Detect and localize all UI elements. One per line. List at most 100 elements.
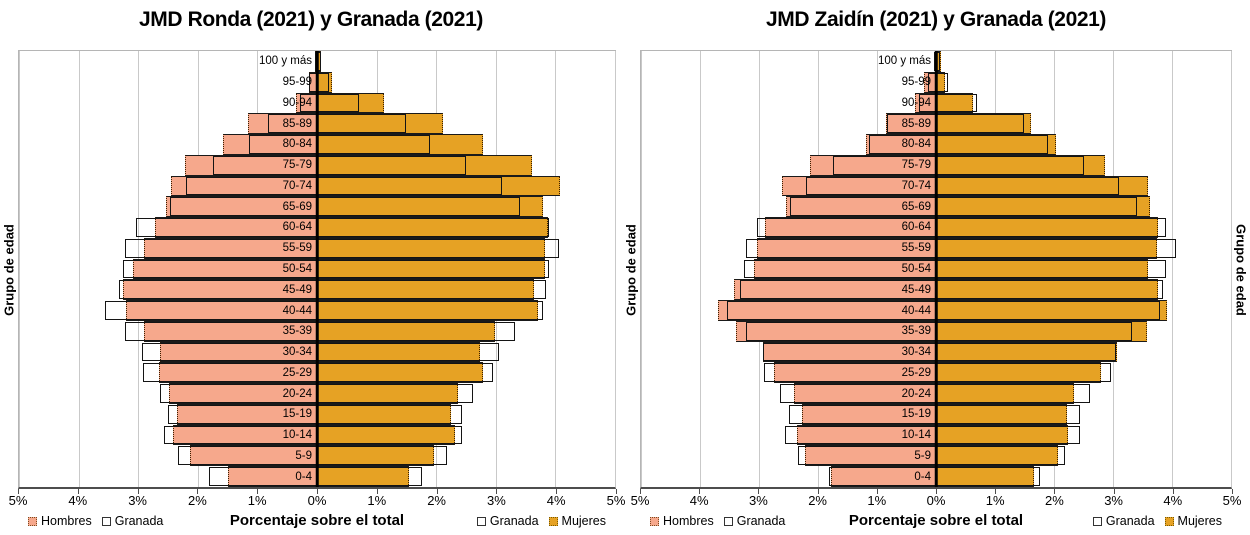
x-tick bbox=[936, 489, 937, 494]
x-tick bbox=[18, 489, 19, 494]
x-tick bbox=[1172, 489, 1174, 494]
bar-granada-mujeres bbox=[936, 342, 1116, 362]
age-row: 45-49 bbox=[19, 279, 615, 301]
bar-mujeres bbox=[936, 51, 941, 72]
bar-hombres bbox=[160, 341, 317, 363]
bar-hombres bbox=[802, 403, 936, 425]
x-axis-ticks: 5% 4% 3% 2% 1% 0% 1% 2% 3% 4% 5% bbox=[9, 489, 625, 509]
bar-mujeres bbox=[317, 279, 534, 301]
age-row: 10-14 bbox=[19, 424, 615, 446]
legend-item-hombres: Hombres bbox=[650, 514, 714, 528]
bar-mujeres bbox=[317, 341, 481, 363]
bar-hombres bbox=[144, 320, 317, 342]
bar-granada-mujeres bbox=[317, 404, 463, 424]
age-label: 65-69 bbox=[901, 200, 931, 213]
bar-mujeres bbox=[317, 92, 384, 114]
bar-granada-mujeres bbox=[936, 301, 1160, 320]
age-row: 50-54 bbox=[19, 258, 615, 280]
hombres-swatch-icon bbox=[28, 516, 37, 526]
bar-hombres bbox=[866, 134, 936, 155]
age-label: 30-34 bbox=[282, 346, 312, 359]
age-row: 90-94 bbox=[19, 92, 615, 114]
bar-mujeres bbox=[936, 196, 1151, 218]
bar-mujeres bbox=[936, 113, 1031, 135]
bar-hombres bbox=[168, 383, 317, 404]
age-row: 95-99 bbox=[641, 71, 1231, 93]
age-row: 75-79 bbox=[19, 154, 615, 176]
bar-mujeres bbox=[936, 258, 1149, 280]
age-row: 45-49 bbox=[641, 279, 1231, 301]
bar-granada-mujeres bbox=[317, 467, 423, 486]
bar-granada-mujeres bbox=[936, 176, 1119, 196]
bar-hombres bbox=[176, 403, 317, 425]
bar-hombres bbox=[809, 154, 936, 176]
age-label: 0-4 bbox=[295, 470, 312, 483]
bar-granada-mujeres bbox=[936, 446, 1065, 466]
bar-granada-mujeres bbox=[936, 155, 1084, 175]
x-tick bbox=[817, 489, 819, 494]
bar-mujeres bbox=[936, 362, 1101, 384]
y-axis-title-right: Grupo de edad bbox=[1233, 223, 1249, 316]
bar-granada-mujeres bbox=[317, 384, 473, 403]
age-row: 35-39 bbox=[19, 320, 615, 342]
legend-item-mujeres: Mujeres bbox=[1164, 514, 1222, 528]
bar-mujeres bbox=[317, 175, 561, 197]
age-label: 5-9 bbox=[295, 449, 312, 462]
legend-item-granada: Granada bbox=[723, 514, 785, 528]
age-row: 40-44 bbox=[641, 300, 1231, 321]
age-row: 15-19 bbox=[641, 403, 1231, 425]
x-tick-label: 4% bbox=[689, 493, 709, 508]
x-tick-label: 2% bbox=[427, 493, 446, 508]
legend-left: Hombres Granada bbox=[650, 514, 785, 528]
bar-hombres bbox=[753, 258, 936, 280]
pyramid-plot-zaidin: 0-4 5-9 10-14 15-19 20-24 25-29 30-34 35-39 40-4… bbox=[640, 50, 1232, 489]
age-label: 90-94 bbox=[901, 96, 931, 109]
bar-hombres bbox=[133, 258, 317, 280]
mujeres-swatch-icon bbox=[548, 516, 558, 526]
bar-granada-mujeres bbox=[936, 135, 1049, 154]
bar-granada-mujeres bbox=[936, 425, 1080, 445]
bar-mujeres bbox=[936, 300, 1167, 321]
bar-hombres bbox=[797, 424, 936, 446]
bar-hombres bbox=[122, 279, 317, 301]
legend-right: Granada Mujeres bbox=[476, 514, 606, 528]
age-row: 55-59 bbox=[19, 237, 615, 259]
bar-granada-mujeres bbox=[317, 155, 466, 175]
bar-mujeres bbox=[936, 92, 973, 114]
bar-granada-mujeres bbox=[936, 280, 1163, 300]
age-label: 25-29 bbox=[282, 366, 312, 379]
x-axis-title: Porcentaje sobre el total bbox=[229, 512, 405, 529]
legend-item-mujeres: Mujeres bbox=[548, 514, 606, 528]
bar-mujeres bbox=[317, 320, 495, 342]
age-label: 60-64 bbox=[282, 221, 312, 234]
x-tick-label: 3% bbox=[748, 493, 768, 508]
age-label: 20-24 bbox=[282, 387, 312, 400]
bar-hombres bbox=[756, 237, 936, 259]
bar-granada-mujeres bbox=[317, 93, 359, 113]
bar-mujeres bbox=[317, 403, 452, 425]
age-label: 20-24 bbox=[901, 387, 931, 400]
bar-granada-mujeres bbox=[317, 176, 502, 196]
bar-hombres bbox=[166, 196, 317, 218]
bar-hombres bbox=[924, 71, 936, 93]
bar-granada-mujeres bbox=[317, 425, 463, 445]
bar-mujeres bbox=[317, 424, 456, 446]
x-tick-label: 1% bbox=[247, 493, 267, 508]
bar-hombres bbox=[126, 300, 317, 321]
age-row: 85-89 bbox=[641, 113, 1231, 135]
bar-granada-mujeres bbox=[936, 93, 978, 113]
bar-mujeres bbox=[936, 237, 1157, 259]
bar-hombres bbox=[786, 196, 936, 218]
bar-granada-mujeres bbox=[317, 259, 549, 279]
x-tick-label: 1% bbox=[985, 493, 1005, 508]
age-row: 15-19 bbox=[19, 403, 615, 425]
bar-granada-mujeres bbox=[936, 197, 1138, 217]
gridline bbox=[19, 51, 20, 487]
x-tick-label: 3% bbox=[128, 493, 147, 508]
bar-hombres bbox=[718, 300, 936, 321]
bar-hombres bbox=[247, 113, 317, 135]
bar-mujeres bbox=[317, 154, 532, 176]
age-label: 50-54 bbox=[901, 262, 931, 275]
age-label: 85-89 bbox=[901, 117, 931, 130]
bar-mujeres bbox=[936, 279, 1158, 301]
